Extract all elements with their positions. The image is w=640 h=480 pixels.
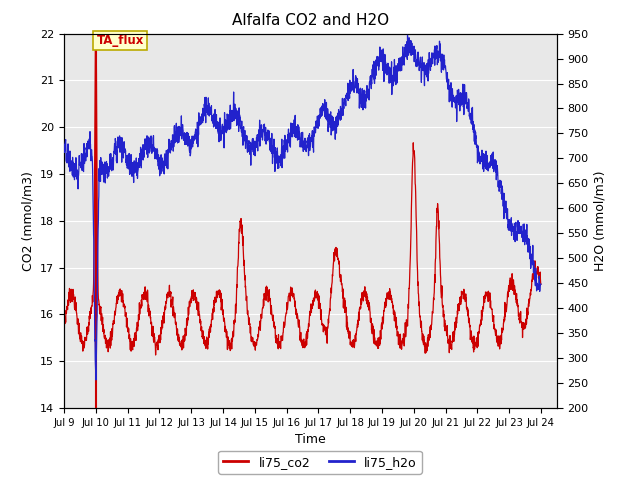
Y-axis label: H2O (mmol/m3): H2O (mmol/m3) — [594, 170, 607, 271]
X-axis label: Time: Time — [295, 433, 326, 446]
Y-axis label: CO2 (mmol/m3): CO2 (mmol/m3) — [22, 171, 35, 271]
Title: Alfalfa CO2 and H2O: Alfalfa CO2 and H2O — [232, 13, 389, 28]
Text: TA_flux: TA_flux — [97, 34, 144, 47]
Legend: li75_co2, li75_h2o: li75_co2, li75_h2o — [218, 451, 422, 474]
